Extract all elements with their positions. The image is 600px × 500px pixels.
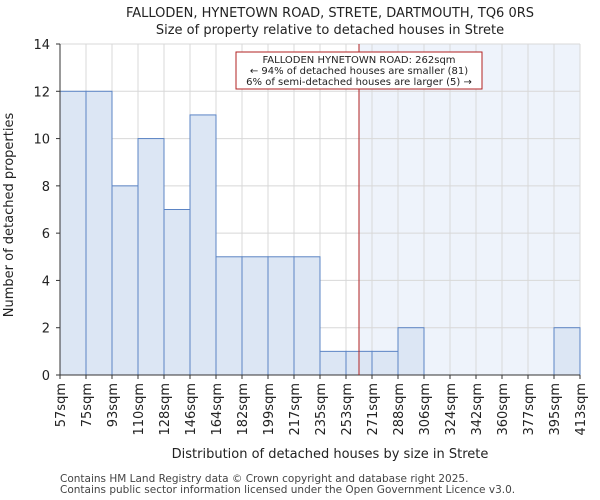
x-tick-label: 413sqm [574, 383, 589, 436]
x-tick-label: 57sqm [54, 383, 69, 427]
bar-271sqm [371, 350, 399, 376]
y-tick-label: 12 [33, 85, 50, 100]
bar-146sqm [189, 114, 217, 376]
y-tick-label: 4 [42, 274, 50, 289]
bar-110sqm [137, 138, 165, 376]
chart-title-line-1: FALLODEN, HYNETOWN ROAD, STRETE, DARTMOU… [126, 6, 534, 21]
y-tick-label: 14 [33, 38, 50, 53]
bar-217sqm [293, 256, 321, 376]
x-tick-label: 360sqm [496, 383, 511, 436]
x-axis-label: Distribution of detached houses by size … [172, 447, 489, 462]
x-tick-label: 146sqm [184, 383, 199, 436]
x-tick-label: 182sqm [236, 383, 251, 436]
x-tick-label: 199sqm [262, 383, 277, 436]
x-tick-label: 217sqm [288, 383, 303, 436]
y-tick-label: 0 [42, 369, 50, 384]
bar-288sqm [397, 327, 425, 376]
x-tick-label: 395sqm [548, 383, 563, 436]
x-tick-label: 253sqm [340, 383, 355, 436]
annotation-line-3: 6% of semi-detached houses are larger (5… [246, 77, 472, 88]
x-tick-label: 342sqm [470, 383, 485, 436]
larger-region-shade [359, 44, 580, 375]
y-tick-label: 10 [33, 133, 50, 148]
footer-line-1: Contains HM Land Registry data © Crown c… [60, 473, 469, 485]
y-tick-label: 8 [42, 180, 50, 195]
x-tick-label: 164sqm [210, 383, 225, 436]
bar-164sqm [215, 256, 243, 376]
x-tick-label: 271sqm [366, 383, 381, 436]
chart-title-line-2: Size of property relative to detached ho… [156, 23, 504, 38]
x-tick-label: 75sqm [80, 383, 95, 427]
plot-area: 0 2 4 6 8 10 12 14 57sqm 75sqm 93sqm 110sqm 128sqm 14… [33, 38, 589, 436]
y-tick-label: 2 [42, 322, 50, 337]
bar-199sqm [267, 256, 295, 376]
x-tick-label: 288sqm [392, 383, 407, 436]
bar-75sqm [85, 90, 113, 376]
x-tick-label: 324sqm [444, 383, 459, 436]
x-tick-label: 110sqm [132, 383, 147, 436]
annotation-line-2: ← 94% of detached houses are smaller (81… [250, 66, 468, 77]
x-tick-label: 306sqm [418, 383, 433, 436]
x-tick-label: 93sqm [106, 383, 121, 427]
y-axis-label: Number of detached properties [2, 113, 17, 318]
bar-128sqm [163, 209, 191, 376]
footer-line-2: Contains public sector information licen… [60, 484, 516, 496]
x-tick-label: 128sqm [158, 383, 173, 436]
y-tick-label: 6 [42, 227, 50, 242]
annotation-box [235, 51, 483, 90]
bar-182sqm [241, 256, 269, 376]
bar-235sqm [319, 350, 347, 376]
x-tick-label: 377sqm [522, 383, 537, 436]
x-tick-label: 235sqm [314, 383, 329, 436]
bar-93sqm [111, 185, 139, 376]
bar-57sqm [59, 90, 87, 376]
bar-395sqm [553, 327, 581, 376]
annotation-line-1: FALLODEN HYNETOWN ROAD: 262sqm [262, 55, 455, 66]
